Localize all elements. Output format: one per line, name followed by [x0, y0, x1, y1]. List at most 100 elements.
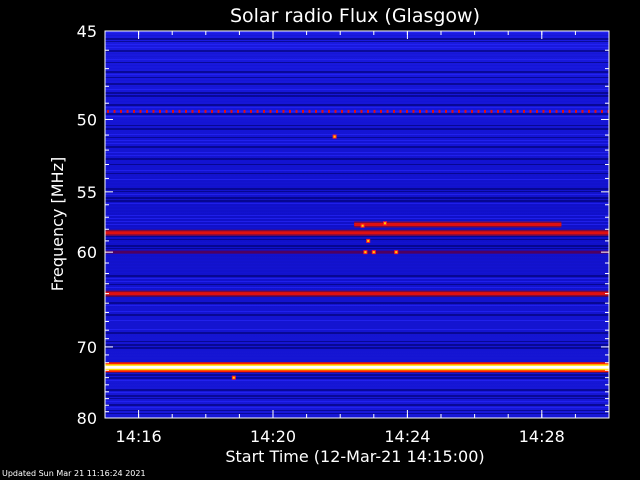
noise-stripe [105, 59, 609, 60]
noise-stripe [105, 44, 609, 45]
noise-stripe [105, 344, 609, 346]
noise-stripe [105, 146, 609, 148]
noise-stripe [105, 380, 609, 381]
noise-stripe [105, 95, 609, 97]
noise-stripe [105, 341, 609, 342]
band-dot [354, 109, 356, 113]
noise-stripe [105, 413, 609, 414]
noise-stripe [105, 416, 609, 417]
band-dot [165, 109, 168, 113]
band-dot [510, 109, 512, 113]
noise-stripe [105, 173, 609, 174]
band-dot [406, 109, 408, 113]
noise-stripe [105, 158, 609, 160]
band-dot [276, 109, 278, 113]
noise-stripe [105, 338, 609, 339]
noise-stripe [105, 47, 609, 48]
noise-stripe [105, 383, 609, 384]
band-dot [334, 109, 337, 113]
noise-stripe [105, 401, 609, 402]
noise-stripe [105, 284, 609, 285]
band-dot [347, 109, 350, 113]
noise-stripe [105, 263, 609, 264]
noise-stripe [105, 83, 609, 85]
noise-stripe [105, 260, 609, 261]
band-dot [308, 109, 311, 113]
noise-stripe [105, 128, 609, 130]
noise-stripe [105, 197, 609, 199]
noise-stripe [105, 161, 609, 162]
noise-stripe [105, 209, 609, 210]
band-dot [113, 109, 116, 113]
noise-stripe [105, 257, 609, 258]
burst-core [333, 135, 336, 138]
burst-core [232, 376, 235, 379]
noise-stripe [105, 278, 609, 279]
band-dot [269, 109, 272, 113]
band-dot [211, 109, 213, 113]
noise-stripe [105, 185, 609, 186]
noise-stripe [105, 140, 609, 141]
noise-stripe [105, 191, 609, 192]
noise-stripe [105, 206, 609, 207]
noise-stripe [105, 68, 609, 69]
band-dot [380, 109, 382, 113]
noise-stripe [105, 326, 609, 327]
band-dot [373, 109, 376, 113]
band-dot [588, 109, 590, 113]
band-dot [191, 109, 194, 113]
band-dot [263, 109, 265, 113]
noise-stripe [105, 194, 609, 195]
noise-stripe [105, 152, 609, 153]
band-dot [198, 109, 200, 113]
y-tick-label: 55 [77, 183, 97, 202]
updated-timestamp: Updated Sun Mar 21 11:16:24 2021 [2, 469, 146, 478]
band-dot [575, 109, 577, 113]
noise-stripe [105, 92, 609, 94]
noise-stripe [105, 104, 609, 106]
noise-stripe [105, 188, 609, 190]
noise-stripe [105, 398, 609, 399]
noise-stripe [105, 89, 609, 90]
noise-stripe [105, 275, 609, 277]
noise-stripe [105, 335, 609, 336]
noise-stripe [105, 410, 609, 411]
band-dot [133, 109, 135, 113]
band-dot [432, 109, 434, 113]
y-tick-label: 60 [77, 243, 97, 262]
band-line [105, 250, 609, 254]
noise-stripe [105, 35, 609, 36]
band-dot [542, 109, 545, 113]
band-dot [523, 109, 525, 113]
band-dot [126, 109, 129, 113]
burst-core [364, 251, 367, 254]
band-dot [172, 109, 174, 113]
noise-stripe [105, 176, 609, 177]
x-tick-label: 14:20 [250, 427, 296, 446]
noise-stripe [105, 113, 609, 115]
band-dot [185, 109, 187, 113]
noise-stripe [105, 74, 609, 75]
noise-stripe [105, 50, 609, 52]
band-dot [425, 109, 428, 113]
band-dot [256, 109, 259, 113]
band-dot [477, 109, 480, 113]
band-dot [562, 109, 564, 113]
burst-core [395, 251, 398, 254]
band-dot [601, 109, 603, 113]
band-dot [159, 109, 161, 113]
noise-stripe [105, 134, 609, 135]
band-dot [237, 109, 239, 113]
band-dot [419, 109, 421, 113]
noise-stripe [105, 107, 609, 108]
band-dot [289, 109, 291, 113]
noise-stripe [105, 143, 609, 144]
band-dot [581, 109, 584, 113]
band-dot [393, 109, 395, 113]
band-dot [503, 109, 506, 113]
band-dot [471, 109, 473, 113]
band-dot [529, 109, 532, 113]
band-dot [152, 109, 155, 113]
noise-stripe [105, 32, 609, 33]
noise-stripe [105, 119, 609, 120]
